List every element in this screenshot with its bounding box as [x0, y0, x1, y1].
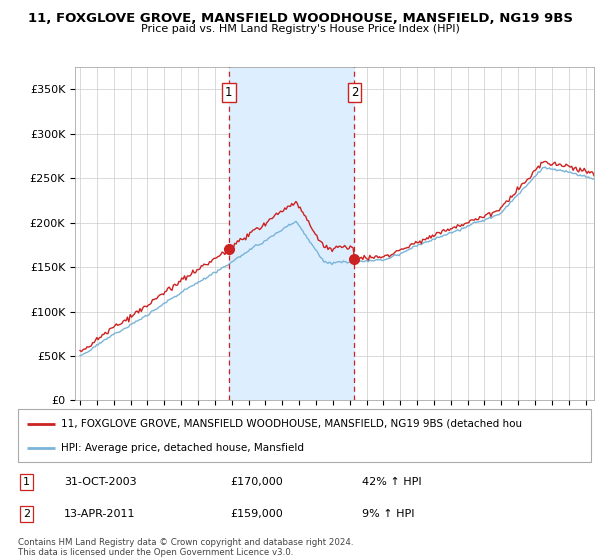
- Text: 13-APR-2011: 13-APR-2011: [64, 509, 136, 519]
- Text: Contains HM Land Registry data © Crown copyright and database right 2024.
This d: Contains HM Land Registry data © Crown c…: [18, 538, 353, 557]
- Text: 9% ↑ HPI: 9% ↑ HPI: [362, 509, 415, 519]
- Text: 42% ↑ HPI: 42% ↑ HPI: [362, 477, 421, 487]
- Text: 2: 2: [23, 509, 30, 519]
- Text: 2: 2: [350, 86, 358, 99]
- Text: £170,000: £170,000: [230, 477, 283, 487]
- Text: 1: 1: [225, 86, 233, 99]
- Bar: [229, 67, 355, 400]
- Text: 1: 1: [23, 477, 30, 487]
- Text: HPI: Average price, detached house, Mansfield: HPI: Average price, detached house, Mans…: [61, 443, 304, 453]
- Text: 31-OCT-2003: 31-OCT-2003: [64, 477, 136, 487]
- Text: Price paid vs. HM Land Registry's House Price Index (HPI): Price paid vs. HM Land Registry's House …: [140, 24, 460, 34]
- FancyBboxPatch shape: [18, 409, 591, 462]
- Text: 11, FOXGLOVE GROVE, MANSFIELD WOODHOUSE, MANSFIELD, NG19 9BS (detached hou: 11, FOXGLOVE GROVE, MANSFIELD WOODHOUSE,…: [61, 419, 522, 429]
- Text: 11, FOXGLOVE GROVE, MANSFIELD WOODHOUSE, MANSFIELD, NG19 9BS: 11, FOXGLOVE GROVE, MANSFIELD WOODHOUSE,…: [28, 12, 572, 25]
- Text: £159,000: £159,000: [230, 509, 283, 519]
